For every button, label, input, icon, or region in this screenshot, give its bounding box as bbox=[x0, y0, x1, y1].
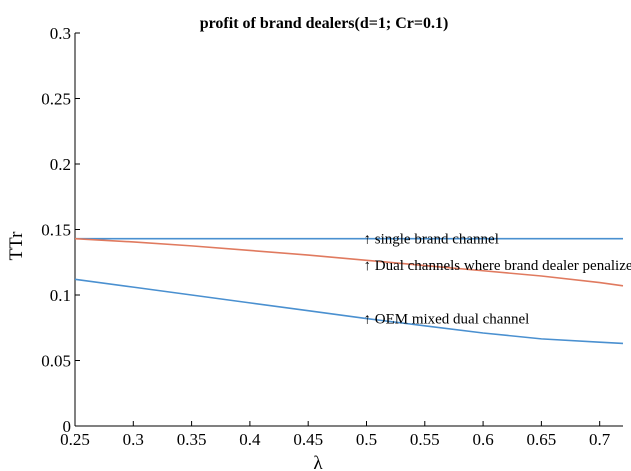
x-tick-label: 0.45 bbox=[293, 430, 323, 449]
series-line-3 bbox=[74, 278, 624, 345]
plot-area: 0 0.05 0.1 0.15 0.2 0.25 0.3 0.25 0.3 0.35 0.4 0.45… bbox=[41, 24, 631, 449]
y-tick-label: 0.15 bbox=[41, 221, 71, 240]
x-tick-label: 0.3 bbox=[123, 430, 144, 449]
annotation-1: ↑ single brand channel bbox=[363, 232, 498, 248]
x-tick-label: 0.55 bbox=[410, 430, 440, 449]
x-tick-label: 0.4 bbox=[239, 430, 261, 449]
x-tick-label: 0.7 bbox=[589, 430, 611, 449]
y-axis-label: TTr bbox=[6, 231, 27, 261]
x-tick-label: 0.5 bbox=[356, 430, 377, 449]
x-tick-label: 0.25 bbox=[60, 430, 90, 449]
y-tick-label: 0.05 bbox=[41, 352, 71, 371]
y-tick-label: 0 bbox=[63, 417, 72, 436]
series-line-2 bbox=[74, 237, 624, 287]
x-axis-label: λ bbox=[313, 453, 323, 471]
annotation-2: ↑ Dual channels where brand dealer penal… bbox=[363, 258, 631, 274]
y-tick-label: 0.1 bbox=[50, 286, 71, 305]
x-tick-label: 0.6 bbox=[472, 430, 493, 449]
chart-title: profit of brand dealers(d=1; Cr=0.1) bbox=[200, 15, 449, 32]
y-tick-label: 0.2 bbox=[50, 155, 71, 174]
y-tick-label: 0.25 bbox=[41, 90, 71, 109]
x-tick-label: 0.35 bbox=[177, 430, 207, 449]
annotation-3: ↑ OEM mixed dual channel bbox=[363, 312, 529, 328]
x-tick-label: 0.65 bbox=[527, 430, 557, 449]
y-tick-label: 0.3 bbox=[50, 24, 71, 43]
